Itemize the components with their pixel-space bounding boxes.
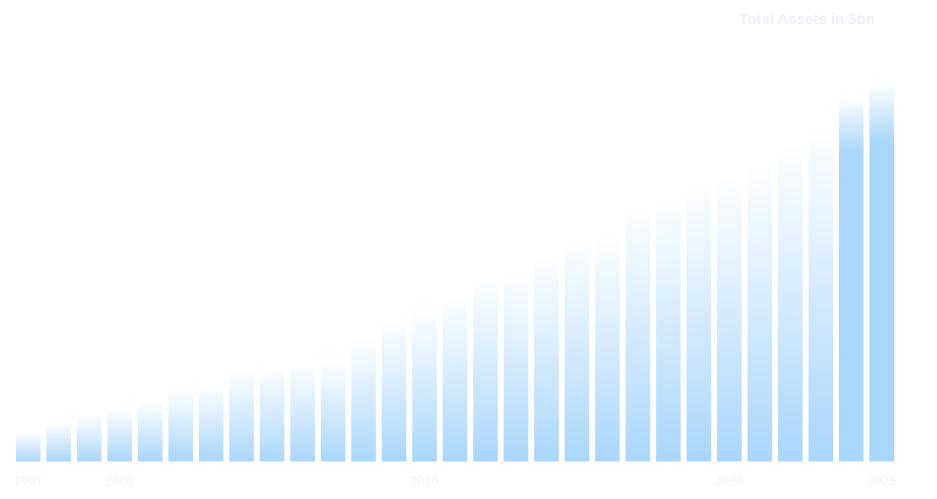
- bar: [197, 384, 225, 463]
- bar: [167, 388, 194, 463]
- bar: [685, 181, 713, 463]
- bar: [106, 408, 133, 463]
- chart-title: Total Assets in $bn: [739, 11, 875, 28]
- bar: [868, 83, 896, 463]
- bar: [716, 175, 743, 463]
- bar: [594, 235, 621, 463]
- bar: [837, 97, 865, 463]
- bar: [441, 297, 469, 463]
- bar: [472, 276, 499, 463]
- bar: [136, 401, 164, 463]
- bar: [624, 205, 652, 463]
- bar: [655, 195, 682, 463]
- bar: [289, 364, 316, 463]
- bar: [502, 270, 530, 463]
- bar: [746, 163, 774, 463]
- bar: [411, 309, 438, 463]
- x-tick-label: 1997: [14, 473, 43, 488]
- x-tick-label: 2000: [105, 473, 134, 488]
- bar: [777, 143, 804, 463]
- bar: [14, 432, 42, 463]
- bar: [533, 256, 560, 463]
- x-tick-label: 2010: [410, 473, 439, 488]
- bar: [45, 422, 73, 463]
- bar: [807, 124, 835, 463]
- x-tick-label: 2020: [715, 473, 744, 488]
- bar: [350, 338, 377, 463]
- x-tick-label: 2025: [867, 473, 896, 488]
- bar: [258, 367, 286, 463]
- bar: [228, 370, 255, 463]
- bar: [563, 239, 591, 463]
- bar: [319, 358, 347, 463]
- bar: [380, 319, 408, 463]
- bar: [75, 414, 103, 463]
